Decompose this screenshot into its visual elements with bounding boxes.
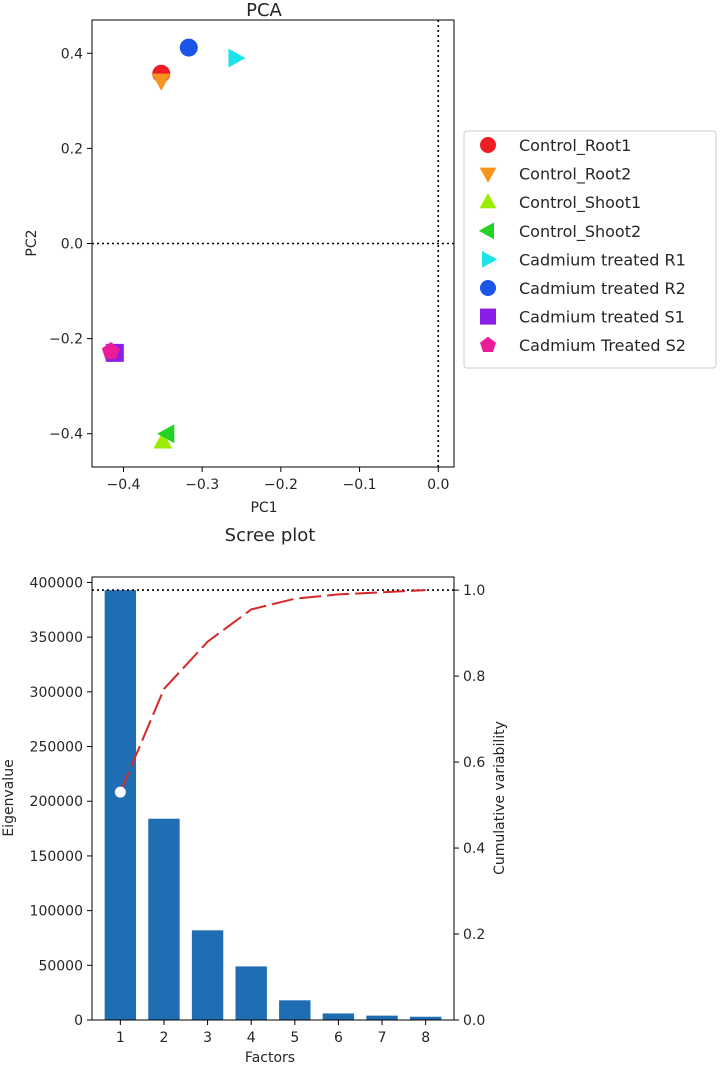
scree-x-tick-label: 8	[421, 1030, 430, 1046]
pca-plot-frame	[91, 19, 455, 468]
legend-label: Cadmium treated R1	[519, 250, 686, 269]
cumulative-start-point	[114, 786, 126, 798]
scree-x-tick-label: 4	[247, 1030, 256, 1046]
pca-point	[101, 341, 120, 360]
pca-point	[179, 38, 198, 57]
legend-label: Control_Shoot2	[519, 222, 641, 242]
scree-y-tick-label: 250000	[30, 740, 83, 756]
pca-x-tick-label: −0.2	[264, 477, 298, 493]
legend-label: Cadmium Treated S2	[519, 336, 686, 355]
scree-bar	[279, 1000, 311, 1020]
pca-y-tick-label: 0.2	[61, 141, 83, 157]
scree-bar	[409, 1016, 442, 1020]
scree-x-tick-label: 3	[203, 1030, 212, 1046]
pca-x-tick-label: 0.0	[427, 477, 449, 493]
legend-label: Control_Shoot1	[519, 193, 641, 213]
legend-marker	[478, 222, 494, 240]
pca-legend: Control_Root1 Control_Root2 Control_Shoot1…	[463, 130, 717, 369]
scree-y2-tick-label: 0.4	[463, 841, 485, 857]
pca-y-tick-label: 0.0	[61, 237, 83, 253]
legend-label: Control_Root1	[519, 136, 631, 156]
pca-point	[228, 48, 246, 68]
scree-y2-tick-label: 1.0	[463, 583, 485, 599]
scree-y-tick-label: 400000	[30, 575, 83, 591]
legend-marker	[480, 280, 496, 296]
pca-point	[153, 431, 173, 449]
scree-x-tick-label: 1	[116, 1030, 125, 1046]
pca-y-tick-label: −0.2	[49, 332, 83, 348]
pca-x-tick-label: −0.3	[185, 477, 219, 493]
scree-x-axis-label: Factors	[245, 1050, 295, 1066]
scree-bar	[235, 966, 267, 1020]
pca-y-axis: −0.4 −0.2 0.0 0.2 0.4	[49, 46, 92, 443]
pca-y-tick-label: −0.4	[49, 427, 83, 443]
pca-x-axis-label: PC1	[250, 500, 277, 516]
pca-point	[151, 73, 171, 91]
scree-bars	[104, 590, 442, 1020]
scree-x-tick-label: 7	[378, 1030, 387, 1046]
scree-y-tick-label: 300000	[30, 685, 83, 701]
scree-bar	[322, 1013, 355, 1020]
scree-plot-frame	[91, 576, 455, 1021]
scree-y-tick-label: 150000	[30, 849, 83, 865]
scree-y2-axis: 0.0 0.2 0.4 0.6 0.8 1.0	[454, 583, 485, 1029]
scree-y2-tick-label: 0.2	[463, 927, 485, 943]
scree-title: Scree plot	[225, 525, 316, 546]
legend-label: Cadmium treated R2	[519, 279, 686, 298]
pca-title: PCA	[246, 0, 282, 21]
scree-y-axis-label: Eigenvalue	[1, 759, 17, 836]
pca-legend-box	[463, 130, 717, 369]
scree-y2-tick-label: 0.0	[463, 1013, 485, 1029]
legend-label: Control_Root2	[519, 165, 631, 185]
scree-bar	[191, 930, 224, 1020]
scree-y2-axis-label: Cumulative variability	[492, 721, 508, 875]
scree-y-tick-label: 200000	[30, 794, 83, 810]
legend-marker	[479, 167, 497, 183]
scree-bar	[148, 818, 180, 1020]
scree-bar	[366, 1015, 398, 1020]
scree-x-tick-label: 5	[290, 1030, 299, 1046]
pca-x-tick-label: −0.1	[343, 477, 377, 493]
scree-y-tick-label: 0	[74, 1013, 83, 1029]
legend-marker	[480, 336, 496, 352]
scree-x-tick-label: 6	[334, 1030, 343, 1046]
legend-marker	[480, 137, 496, 153]
scree-y-axis: 0 50000 100000 150000 200000 250000 300000 3500…	[30, 575, 92, 1029]
pca-chart: PCA −0.4 −0.2 0.0 0.2 0.4 −0.4 −0.3 −0.2 −0.1 0.…	[24, 0, 717, 516]
scree-y-tick-label: 50000	[38, 958, 83, 974]
scree-x-axis: 1 2 3 4 5 6 7 8	[116, 1020, 430, 1046]
scree-y-tick-label: 100000	[30, 904, 83, 920]
pca-legend-items: Control_Root1 Control_Root2 Control_Shoot1…	[478, 136, 686, 355]
scree-y-tick-label: 350000	[30, 630, 83, 646]
cumulative-variability-line	[119, 589, 426, 793]
legend-marker	[480, 308, 496, 325]
pca-x-axis: −0.4 −0.3 −0.2 −0.1 0.0	[106, 467, 449, 493]
scree-chart: Scree plot 0 50000 100000 150000 200000 25000…	[1, 525, 508, 1066]
scree-bar	[104, 590, 137, 1020]
legend-label: Cadmium treated S1	[519, 308, 685, 327]
scree-x-tick-label: 2	[160, 1030, 169, 1046]
legend-marker	[479, 193, 497, 209]
pca-point	[157, 424, 175, 444]
pca-x-tick-label: −0.4	[106, 477, 140, 493]
pca-y-axis-label: PC2	[24, 229, 40, 256]
pca-y-tick-label: 0.4	[61, 46, 83, 62]
legend-marker	[482, 251, 498, 268]
scree-y2-tick-label: 0.6	[463, 755, 485, 771]
scree-y2-tick-label: 0.8	[463, 669, 485, 685]
pca-points	[101, 38, 246, 449]
